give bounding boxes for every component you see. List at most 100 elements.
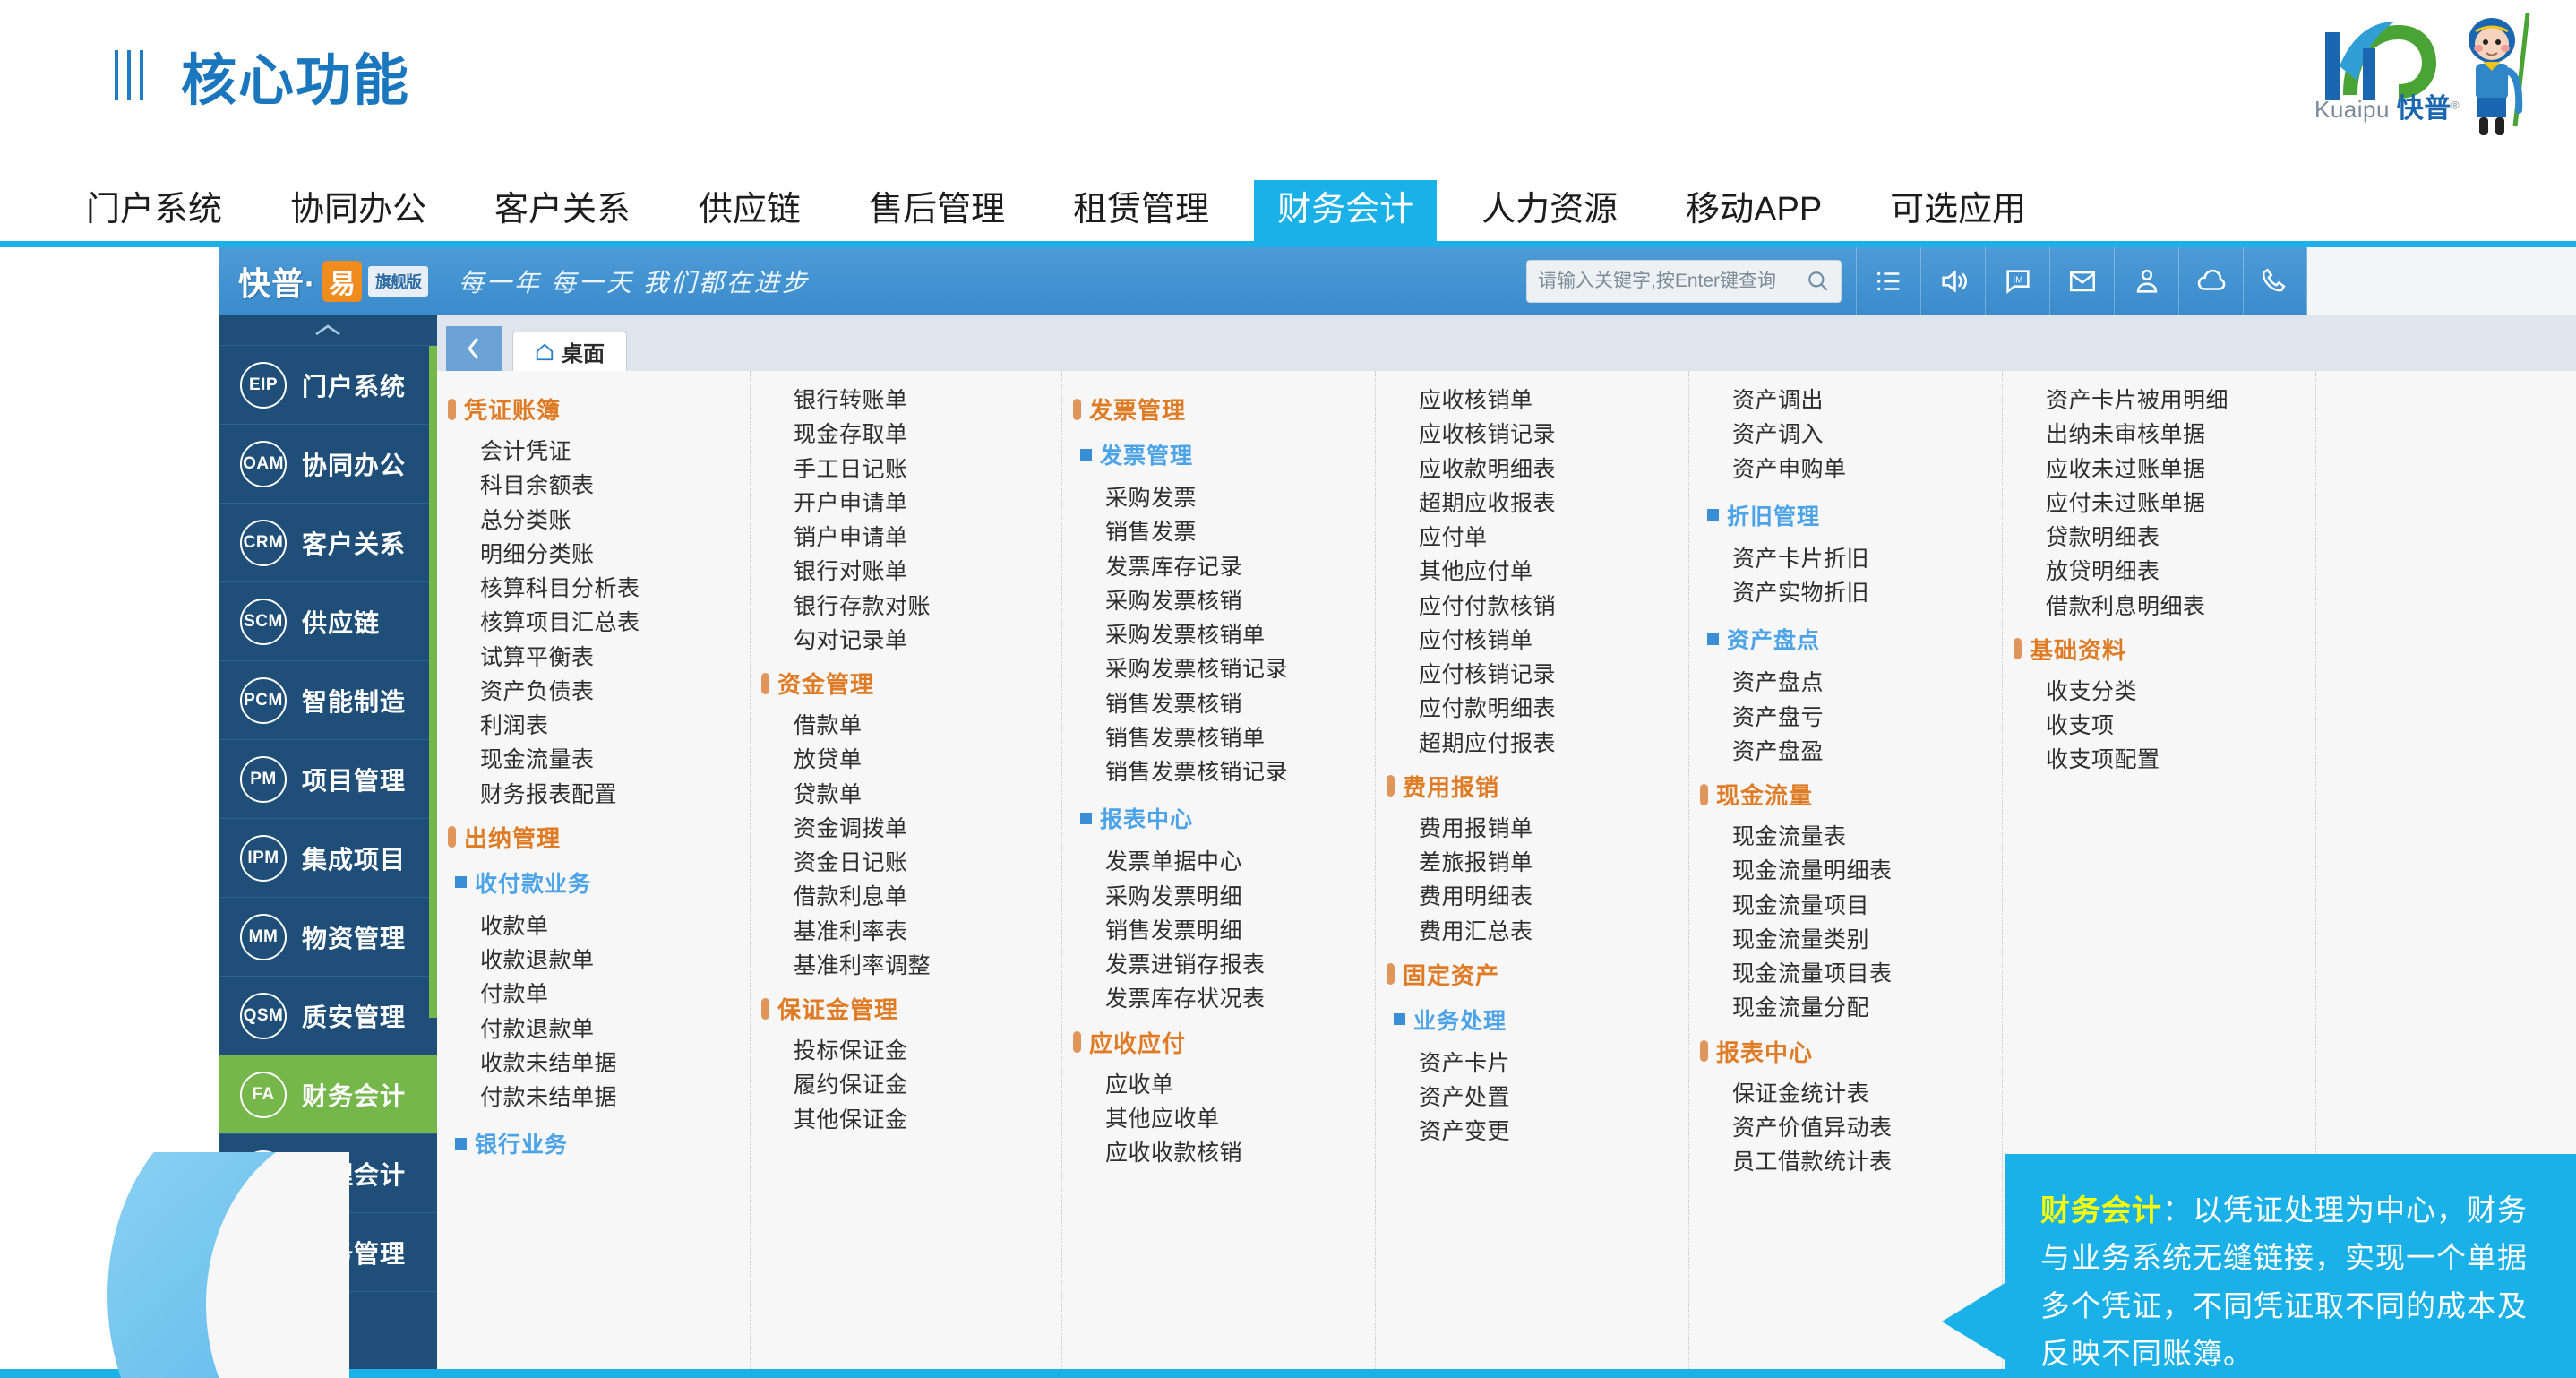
menu-item[interactable]: 利润表 [480, 713, 549, 738]
sidebar-item-scm[interactable]: SCM 供应链 [219, 582, 437, 661]
menu-item[interactable]: 发票库存状况表 [1105, 986, 1266, 1012]
cloud-icon[interactable] [2178, 247, 2243, 315]
menu-item[interactable]: 超期应收报表 [1419, 490, 1557, 516]
tab-desktop[interactable]: 桌面 [512, 332, 627, 371]
menu-item[interactable]: 销户申请单 [794, 525, 908, 550]
menu-item[interactable]: 资产盘盈 [1732, 738, 1825, 764]
search-input[interactable] [1538, 271, 1807, 292]
menu-item[interactable]: 财务报表配置 [480, 781, 618, 807]
menu-item[interactable]: 应付未过账单据 [2046, 490, 2206, 516]
menu-item[interactable]: 销售发票核销记录 [1105, 760, 1289, 785]
menu-item[interactable]: 银行存款对账 [794, 593, 932, 619]
menu-item[interactable]: 收款单 [480, 913, 549, 939]
module-tab-0[interactable]: 门户系统 [86, 191, 223, 228]
menu-item[interactable]: 资产盘点 [1732, 670, 1825, 696]
menu-item[interactable]: 采购发票明细 [1105, 883, 1243, 909]
menu-item[interactable]: 科目余额表 [480, 473, 595, 499]
menu-item[interactable]: 应付款明细表 [1419, 696, 1557, 722]
module-tab-8[interactable]: 移动APP [1686, 191, 1823, 228]
menu-item[interactable]: 付款单 [480, 982, 549, 1008]
menu-item[interactable]: 开户申请单 [794, 490, 908, 516]
user-icon[interactable] [2114, 247, 2178, 315]
menu-item[interactable]: 其他保证金 [794, 1107, 908, 1133]
menu-item[interactable]: 资产变更 [1419, 1119, 1511, 1145]
menu-item[interactable]: 付款退款单 [480, 1016, 595, 1042]
menu-item[interactable]: 现金存取单 [794, 422, 908, 448]
module-tab-1[interactable]: 协同办公 [290, 191, 427, 228]
menu-item[interactable]: 采购发票核销记录 [1105, 657, 1289, 683]
menu-item[interactable]: 收款退款单 [480, 948, 595, 973]
menu-item[interactable]: 应收款明细表 [1419, 456, 1557, 482]
menu-item[interactable]: 资产盘亏 [1732, 704, 1825, 730]
menu-item[interactable]: 费用汇总表 [1419, 918, 1533, 944]
sidebar-item-eip[interactable]: EIP 门户系统 [219, 346, 437, 425]
menu-item[interactable]: 现金流量项目 [1732, 892, 1870, 918]
menu-item[interactable]: 应付核销单 [1419, 627, 1533, 653]
sidebar-scroll-up-button[interactable] [219, 315, 437, 346]
sidebar-item-mm[interactable]: MM 物资管理 [219, 898, 437, 977]
menu-item[interactable]: 发票库存记录 [1105, 554, 1243, 580]
sidebar-item-pcm[interactable]: PCM 智能制造 [219, 661, 437, 740]
chevron-left-icon[interactable] [464, 335, 484, 362]
menu-item[interactable]: 借款利息明细表 [2046, 593, 2206, 619]
menu-item[interactable]: 应付单 [1419, 525, 1488, 550]
phone-icon[interactable] [2243, 247, 2307, 315]
menu-item[interactable]: 应收核销单 [1419, 388, 1533, 413]
menu-item[interactable]: 投标保证金 [794, 1038, 908, 1064]
menu-item[interactable]: 资产实物折旧 [1732, 581, 1870, 606]
menu-item[interactable]: 付款未结单据 [480, 1085, 618, 1110]
menu-item[interactable]: 明细分类账 [480, 541, 595, 567]
menu-item[interactable]: 借款单 [794, 713, 863, 738]
menu-item[interactable]: 保证金统计表 [1732, 1081, 1870, 1107]
sidebar-item-qsm[interactable]: QSM 质安管理 [219, 977, 437, 1055]
menu-item[interactable]: 收支项配置 [2046, 747, 2160, 773]
menu-item[interactable]: 资产申购单 [1732, 456, 1847, 482]
menu-item[interactable]: 应收未过账单据 [2046, 456, 2206, 482]
sidebar-item-pm[interactable]: PM 项目管理 [219, 740, 437, 819]
module-tab-6[interactable]: 财务会计 [1254, 180, 1438, 241]
sidebar-item-ipm[interactable]: IPM 集成项目 [219, 819, 437, 898]
menu-item[interactable]: 借款利息单 [794, 884, 908, 910]
menu-item[interactable]: 超期应付报表 [1419, 730, 1557, 756]
sidebar-item-fa[interactable]: FA 财务会计 [219, 1055, 437, 1134]
menu-item[interactable]: 履约保证金 [794, 1072, 908, 1098]
menu-item[interactable]: 发票单据中心 [1105, 849, 1243, 875]
menu-item[interactable]: 其他应付单 [1419, 559, 1533, 585]
menu-item[interactable]: 收支分类 [2046, 678, 2138, 704]
menu-item[interactable]: 基准利率调整 [794, 952, 932, 978]
menu-item[interactable]: 放贷明细表 [2046, 559, 2160, 585]
menu-item[interactable]: 资金调拨单 [794, 815, 908, 841]
menu-item[interactable]: 应付付款核销 [1419, 593, 1557, 619]
menu-item[interactable]: 销售发票明细 [1105, 917, 1243, 943]
menu-item[interactable]: 资金日记账 [794, 850, 908, 875]
module-tab-4[interactable]: 售后管理 [869, 191, 1006, 228]
menu-item[interactable]: 手工日记账 [794, 456, 908, 482]
menu-item[interactable]: 试算平衡表 [480, 644, 595, 670]
menu-item[interactable]: 资产处置 [1419, 1085, 1511, 1110]
menu-item[interactable]: 收款未结单据 [480, 1050, 618, 1076]
menu-item[interactable]: 差旅报销单 [1419, 850, 1533, 875]
menu-item[interactable]: 采购发票 [1105, 486, 1198, 511]
menu-item[interactable]: 会计凭证 [480, 439, 572, 464]
chevron-up-icon[interactable] [313, 323, 343, 339]
menu-item[interactable]: 资产卡片 [1419, 1050, 1511, 1076]
menu-item[interactable]: 总分类账 [480, 507, 572, 533]
sidebar-scrollbar[interactable] [429, 346, 437, 1018]
menu-item[interactable]: 核算科目分析表 [480, 576, 640, 601]
menu-item[interactable]: 费用明细表 [1419, 884, 1533, 910]
menu-item[interactable]: 基准利率表 [794, 918, 908, 944]
menu-item[interactable]: 费用报销单 [1419, 815, 1533, 841]
search-icon[interactable] [1807, 270, 1830, 293]
im-icon[interactable]: IM [1985, 247, 2049, 315]
module-tab-3[interactable]: 供应链 [699, 191, 802, 228]
menu-item[interactable]: 贷款明细表 [2046, 525, 2160, 550]
menu-item[interactable]: 现金流量类别 [1732, 926, 1870, 952]
search-box[interactable] [1526, 260, 1842, 303]
menu-item[interactable]: 现金流量项目表 [1732, 961, 1893, 986]
menu-item[interactable]: 现金流量分配 [1732, 995, 1870, 1021]
menu-item[interactable]: 资产负债表 [480, 678, 595, 704]
module-tab-9[interactable]: 可选应用 [1890, 191, 2027, 228]
menu-item[interactable]: 其他应收单 [1105, 1106, 1220, 1132]
menu-item[interactable]: 核算项目汇总表 [480, 610, 640, 636]
menu-item[interactable]: 采购发票核销单 [1105, 623, 1266, 648]
